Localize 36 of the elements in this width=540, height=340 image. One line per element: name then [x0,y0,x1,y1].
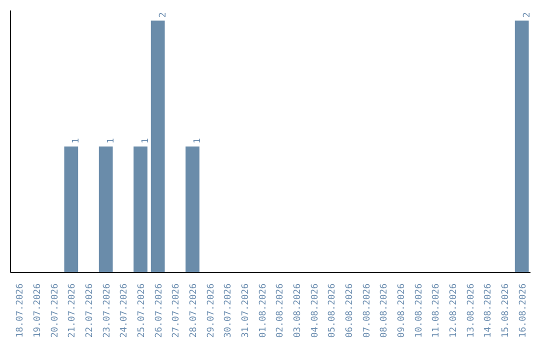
x-tick-label: 11.08.2026 [432,283,442,338]
data-label: 2 [158,12,168,18]
x-tick-label: 09.08.2026 [397,283,407,338]
x-tick-label: 29.07.2026 [206,283,216,338]
x-tick-label: 25.07.2026 [137,283,147,338]
x-tick-label: 31.07.2026 [241,283,251,338]
x-tick-label: 15.08.2026 [501,283,511,338]
x-tick-label: 26.07.2026 [154,283,164,338]
x-tick-label: 18.07.2026 [16,283,26,338]
x-tick-label: 01.08.2026 [258,283,268,338]
x-tick-label: 12.08.2026 [449,283,459,338]
x-tick-label: 02.08.2026 [276,283,286,338]
x-tick-label: 19.07.2026 [33,283,43,338]
x-tick-label: 28.07.2026 [189,283,199,338]
x-tick-label: 05.08.2026 [328,283,338,338]
x-tick-label: 20.07.2026 [50,283,60,338]
data-label: 2 [522,12,532,18]
data-label: 1 [106,138,116,144]
x-tick-label: 16.08.2026 [518,283,528,338]
data-label: 1 [72,138,82,144]
x-tick-label: 03.08.2026 [293,283,303,338]
x-tick-label: 04.08.2026 [310,283,320,338]
x-tick-label: 24.07.2026 [120,283,130,338]
x-tick-label: 30.07.2026 [224,283,234,338]
x-tick-label: 14.08.2026 [484,283,494,338]
x-tick-label: 22.07.2026 [85,283,95,338]
data-label: 1 [193,138,203,144]
data-label: 1 [141,138,151,144]
x-tick-label: 08.08.2026 [380,283,390,338]
x-tick-label: 23.07.2026 [102,283,112,338]
x-tick-label: 13.08.2026 [466,283,476,338]
x-tick-label: 06.08.2026 [345,283,355,338]
x-tick-label: 10.08.2026 [414,283,424,338]
x-tick-label: 27.07.2026 [172,283,182,338]
x-tick-label: 21.07.2026 [68,283,78,338]
x-tick-label: 07.08.2026 [362,283,372,338]
